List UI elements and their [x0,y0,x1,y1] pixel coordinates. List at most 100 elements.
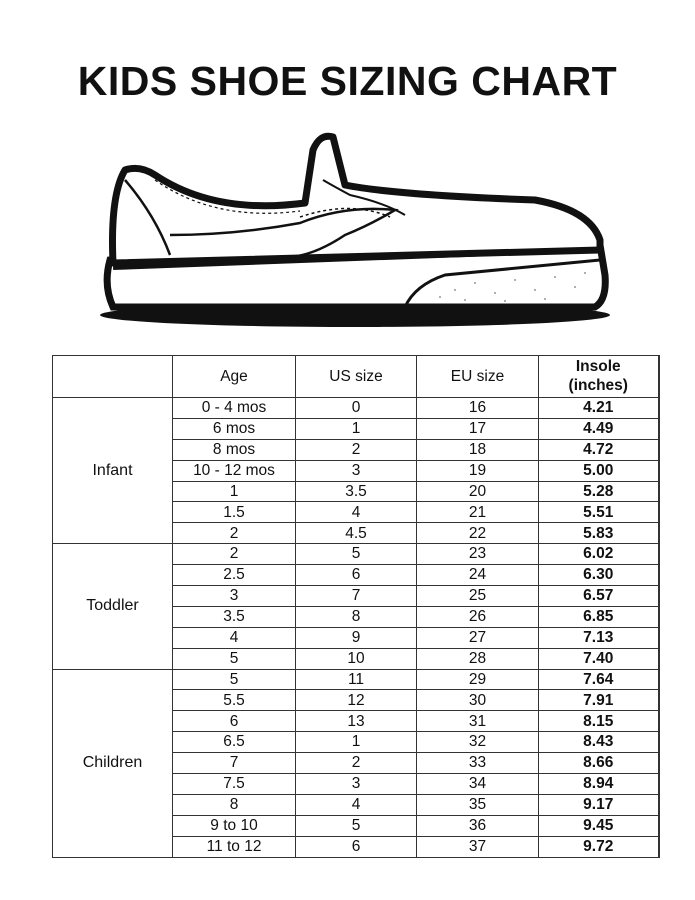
us-size-cell: 6 [295,835,417,858]
table-row: Infant 0 - 4 mos 0 16 4.21 [52,396,659,545]
table-row: Children 5 11 29 7.64 [52,668,659,858]
age-cell: 11 to 12 [172,835,296,858]
group-label-toddler: Toddler [52,543,173,670]
eu-size-cell: 23 [416,543,539,566]
us-size-cell: 4 [295,793,417,816]
insole-cell: 8.15 [538,710,659,733]
group-label-children: Children [52,668,173,858]
age-cell: 2 [172,522,296,545]
shoe-size-table: Age US size EU size Insole (inches) Infa… [52,355,660,858]
table-row: 10 - 12 mos 3 19 5.00 [53,459,659,482]
group-label-infant: Infant [52,396,173,545]
eu-size-cell: 32 [416,731,539,754]
insole-cell: 6.30 [538,564,659,587]
age-cell: 7.5 [172,773,296,795]
table-row: 5 10 28 7.40 [53,647,659,670]
eu-size-cell: 27 [416,626,539,649]
eu-size-cell: 34 [416,773,539,795]
insole-cell: 8.94 [538,773,659,795]
eu-size-cell: 18 [416,438,539,461]
insole-cell: 4.49 [538,417,659,440]
age-cell: 9 to 10 [172,814,296,837]
eu-size-cell: 35 [416,793,539,816]
insole-cell: 6.02 [538,543,659,566]
us-size-cell: 1 [295,417,417,440]
eu-size-cell: 25 [416,585,539,607]
table-row: 2.5 6 24 6.30 [53,564,659,587]
age-cell: 0 - 4 mos [172,397,296,419]
us-size-cell: 3 [295,773,417,795]
insole-cell: 7.13 [538,626,659,649]
age-cell: 3.5 [172,605,296,628]
insole-cell: 8.66 [538,752,659,775]
slip-on-shoe-illustration [100,132,610,327]
age-cell: 8 mos [172,438,296,461]
page-title: KIDS SHOE SIZING CHART [77,58,618,104]
insole-cell: 4.21 [538,397,659,419]
eu-size-cell: 37 [416,835,539,858]
age-cell: 8 [172,793,296,816]
insole-cell: 9.45 [538,814,659,837]
eu-size-cell: 28 [416,647,539,670]
header-eu-size: EU size [416,355,539,398]
insole-cell: 9.17 [538,793,659,816]
eu-size-cell: 19 [416,459,539,482]
eu-size-cell: 17 [416,417,539,440]
us-size-cell: 4.5 [295,522,417,545]
table-row: 3.5 8 26 6.85 [53,605,659,628]
us-size-cell: 7 [295,585,417,607]
eu-size-cell: 30 [416,689,539,712]
insole-cell: 7.40 [538,647,659,670]
us-size-cell: 0 [295,397,417,419]
eu-size-cell: 31 [416,710,539,733]
age-cell: 10 - 12 mos [172,459,296,482]
age-cell: 6.5 [172,731,296,754]
eu-size-cell: 22 [416,522,539,545]
age-cell: 5 [172,647,296,670]
table-row: 1 3.5 20 5.28 [53,480,659,503]
us-size-cell: 9 [295,626,417,649]
table-row: 1.5 4 21 5.51 [53,501,659,524]
age-cell: 5 [172,668,296,691]
age-cell: 1.5 [172,501,296,524]
insole-cell: 5.51 [538,501,659,524]
us-size-cell: 1 [295,731,417,754]
age-cell: 4 [172,626,296,649]
eu-size-cell: 29 [416,668,539,691]
table-row: 7 2 33 8.66 [53,752,659,775]
us-size-cell: 3.5 [295,480,417,503]
table-row: 6 mos 1 17 4.49 [53,417,659,440]
us-size-cell: 10 [295,647,417,670]
insole-cell: 5.28 [538,480,659,503]
insole-cell: 7.91 [538,689,659,712]
table-row: 11 to 12 6 37 9.72 [53,835,659,858]
us-size-cell: 3 [295,459,417,482]
insole-cell: 5.00 [538,459,659,482]
eu-size-cell: 26 [416,605,539,628]
table-row: 8 4 35 9.17 [53,793,659,816]
insole-cell: 5.83 [538,522,659,545]
us-size-cell: 11 [295,668,417,691]
age-cell: 6 mos [172,417,296,440]
insole-cell: 6.57 [538,585,659,607]
us-size-cell: 5 [295,543,417,566]
age-cell: 2 [172,543,296,566]
age-cell: 3 [172,585,296,607]
insole-cell: 4.72 [538,438,659,461]
table-row: 4 9 27 7.13 [53,626,659,649]
us-size-cell: 2 [295,752,417,775]
insole-cell: 7.64 [538,668,659,691]
insole-cell: 8.43 [538,731,659,754]
table-row: Toddler 2 5 23 6.02 [52,543,659,670]
header-us-size: US size [295,355,417,398]
insole-cell: 6.85 [538,605,659,628]
age-cell: 7 [172,752,296,775]
eu-size-cell: 24 [416,564,539,587]
table-row: 2 4.5 22 5.83 [53,522,659,545]
us-size-cell: 13 [295,710,417,733]
header-insole: Insole (inches) [538,355,659,398]
eu-size-cell: 16 [416,397,539,419]
header-age: Age [172,355,296,398]
age-cell: 1 [172,480,296,503]
us-size-cell: 6 [295,564,417,587]
